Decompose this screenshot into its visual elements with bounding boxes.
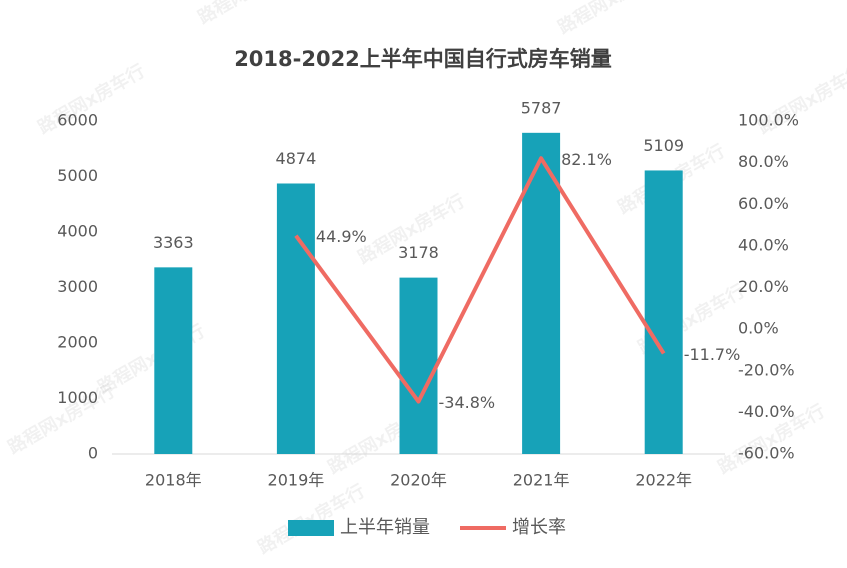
y-tick-label: 5000 <box>57 166 98 185</box>
bar <box>276 183 315 455</box>
y2-tick-label: -20.0% <box>738 360 795 379</box>
x-tick-label: 2018年 <box>145 471 202 490</box>
x-tick-label: 2021年 <box>513 471 570 490</box>
x-tick-label: 2020年 <box>390 471 447 490</box>
y-tick-label: 4000 <box>57 222 98 241</box>
y-tick-label: 2000 <box>57 333 98 352</box>
y2-tick-label: 80.0% <box>738 152 789 171</box>
bar <box>154 267 193 454</box>
bar-value-label: 5109 <box>643 136 684 155</box>
bar-value-label: 3363 <box>153 233 194 252</box>
line <box>294 156 666 404</box>
y2-tick-label: -60.0% <box>738 444 795 463</box>
y2-tick-label: 40.0% <box>738 235 789 254</box>
line-value-label: 82.1% <box>561 150 612 169</box>
y2-tick-label: 100.0% <box>738 111 799 130</box>
y2-tick-label: 60.0% <box>738 194 789 213</box>
legend-label: 上半年销量 <box>340 517 430 538</box>
y2-tick-label: 20.0% <box>738 277 789 296</box>
bar-value-label: 3178 <box>398 243 439 262</box>
bar <box>644 170 683 454</box>
chart-title: 2018-2022上半年中国自行式房车销量 <box>234 47 612 71</box>
x-tick-label: 2019年 <box>268 471 325 490</box>
legend-swatch <box>288 520 334 536</box>
y-tick-label: 1000 <box>57 388 98 407</box>
bar <box>399 277 438 454</box>
line-value-label: -11.7% <box>684 345 741 364</box>
x-tick-label: 2022年 <box>635 471 692 490</box>
y2-tick-label: -40.0% <box>738 402 795 421</box>
legend-label: 增长率 <box>512 517 566 538</box>
y-tick-label: 6000 <box>57 111 98 130</box>
y2-tick-label: 0.0% <box>738 319 779 338</box>
bar-value-label: 4874 <box>276 149 317 168</box>
bar-value-label: 5787 <box>521 98 562 117</box>
y-tick-label: 0 <box>88 444 98 463</box>
line-value-label: -34.8% <box>439 393 496 412</box>
line-value-label: 44.9% <box>316 227 367 246</box>
y-tick-label: 3000 <box>57 277 98 296</box>
